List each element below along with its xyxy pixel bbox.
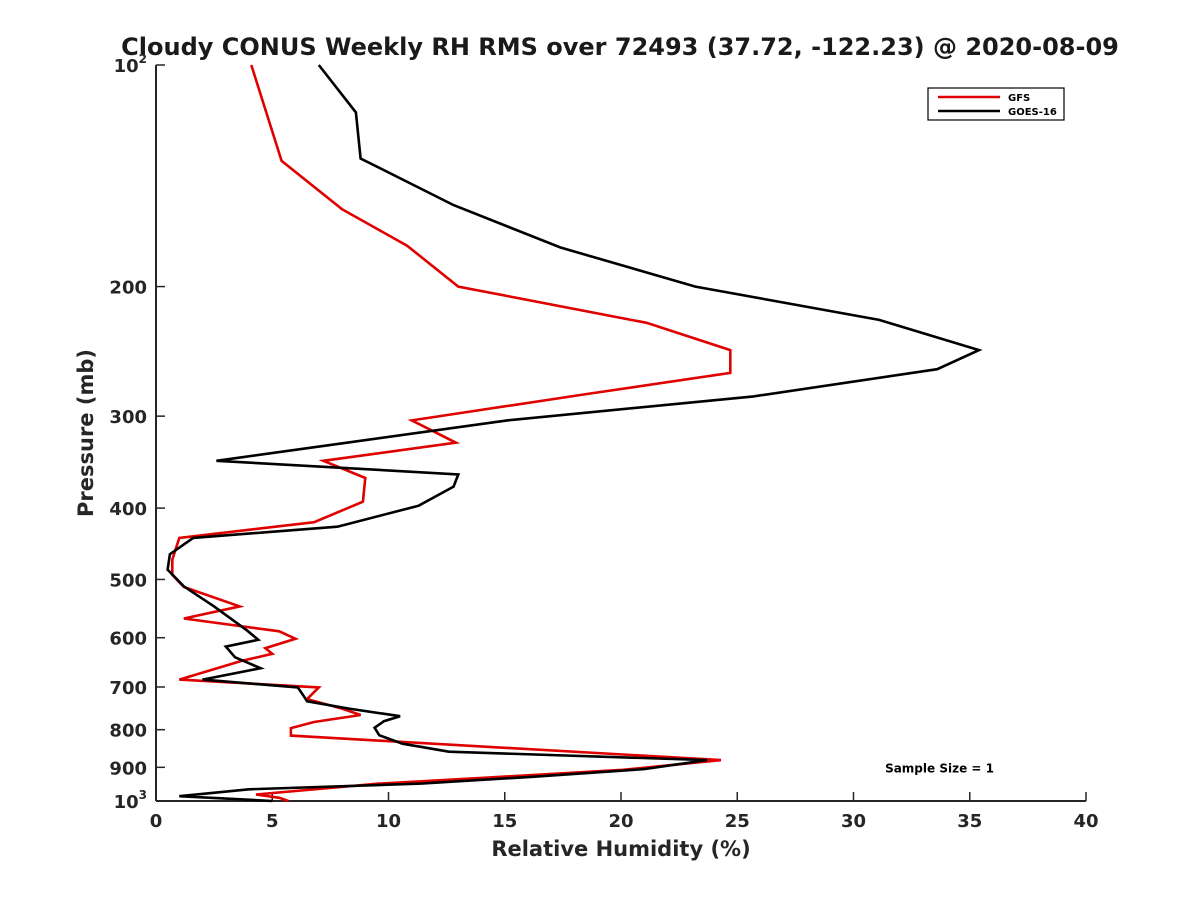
- y-tick-label: 200: [109, 278, 147, 299]
- legend-label-goes16: GOES-16: [1008, 107, 1057, 118]
- y-axis-label: Pressure (mb): [74, 349, 98, 517]
- x-tick-label: 0: [150, 811, 163, 832]
- x-axis-label: Relative Humidity (%): [491, 837, 750, 861]
- y-tick-label: 400: [109, 499, 147, 520]
- y-tick-label: 102: [114, 52, 147, 77]
- x-tick-label: 20: [608, 811, 633, 832]
- y-tick-label-base: 700: [109, 678, 147, 699]
- x-tick-label: 10: [376, 811, 401, 832]
- x-tick-label: 5: [266, 811, 279, 832]
- y-tick-label: 300: [109, 407, 147, 428]
- x-tick-label: 15: [492, 811, 517, 832]
- y-tick-label: 900: [109, 758, 147, 779]
- y-tick-label: 500: [109, 570, 147, 591]
- legend-label-gfs: GFS: [1008, 93, 1030, 104]
- y-tick-label: 103: [114, 788, 147, 813]
- series-line-goes16: [166, 64, 983, 803]
- x-tick-label: 25: [725, 811, 750, 832]
- chart-title: Cloudy CONUS Weekly RH RMS over 72493 (3…: [121, 33, 1119, 61]
- x-ticks: 0 5 10 15 20 25 30 35 40: [150, 792, 1099, 832]
- y-tick-label-base: 300: [109, 407, 147, 428]
- x-tick-label: 30: [841, 811, 866, 832]
- y-tick-label: 800: [109, 721, 147, 742]
- series-group: [166, 64, 983, 803]
- y-tick-label-exponent: 3: [139, 788, 147, 802]
- y-tick-label-base: 200: [109, 278, 147, 299]
- y-tick-label-base: 10: [114, 56, 139, 77]
- plot-frame: [155, 65, 1086, 802]
- y-tick-label-base: 400: [109, 499, 147, 520]
- y-tick-label: 600: [109, 629, 147, 650]
- x-tick-label: 40: [1073, 811, 1098, 832]
- y-tick-label-base: 10: [114, 792, 139, 813]
- sample-size-annotation: Sample Size = 1: [885, 761, 994, 775]
- legend: GFS GOES-16: [927, 87, 1065, 121]
- x-tick-label: 35: [957, 811, 982, 832]
- y-tick-label-base: 800: [109, 721, 147, 742]
- y-tick-label: 700: [109, 678, 147, 699]
- y-tick-label-exponent: 2: [139, 52, 147, 66]
- y-tick-label-base: 500: [109, 570, 147, 591]
- series-line-gfs: [171, 64, 732, 803]
- y-tick-label-base: 600: [109, 629, 147, 650]
- legend-box: [927, 87, 1065, 121]
- y-tick-label-base: 900: [109, 758, 147, 779]
